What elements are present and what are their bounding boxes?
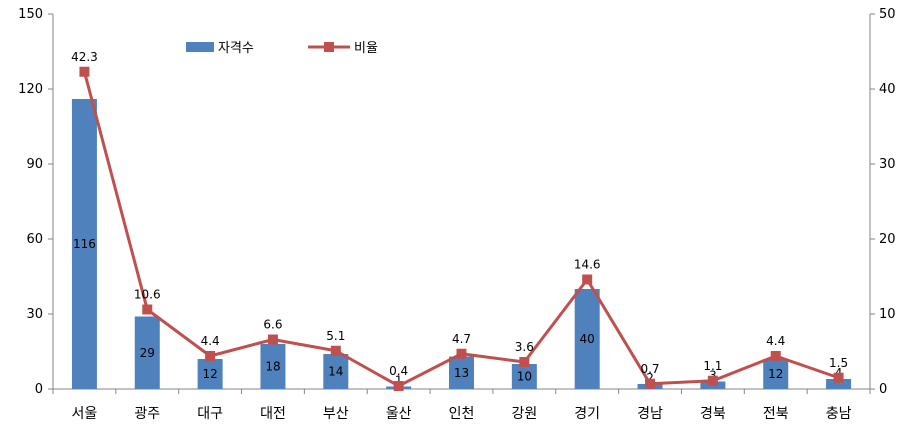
line-marker xyxy=(142,304,153,315)
line-marker xyxy=(645,378,656,389)
right-tick-label: 30 xyxy=(879,157,896,172)
left-tick-label: 120 xyxy=(18,82,43,97)
bar-value-label: 40 xyxy=(580,332,595,346)
line-value-label: 5.1 xyxy=(326,329,345,343)
line-value-label: 42.3 xyxy=(71,50,98,64)
line-marker xyxy=(833,372,844,383)
x-tick-label: 경남 xyxy=(637,406,663,422)
bar-value-label: 1 xyxy=(395,374,403,388)
x-tick-label: 경북 xyxy=(700,406,726,422)
right-tick-label: 20 xyxy=(879,232,896,247)
x-tick-label: 강원 xyxy=(511,406,537,422)
line-value-label: 3.6 xyxy=(515,340,534,354)
bar-value-label: 12 xyxy=(202,367,217,381)
x-tick-label: 울산 xyxy=(386,406,412,422)
bar-value-label: 12 xyxy=(768,367,783,381)
x-tick-label: 부산 xyxy=(323,406,349,422)
line-value-label: 4.7 xyxy=(452,332,471,346)
bar xyxy=(71,99,97,389)
left-tick-label: 90 xyxy=(26,157,43,172)
bar-value-label: 29 xyxy=(140,346,155,360)
x-tick-label: 경기 xyxy=(574,406,600,422)
bar-value-label: 10 xyxy=(517,370,532,384)
line-value-label: 4.4 xyxy=(766,334,785,348)
bar xyxy=(763,359,789,389)
left-tick-label: 30 xyxy=(26,307,43,322)
line-value-label: 4.4 xyxy=(201,334,220,348)
line-value-label: 0.4 xyxy=(389,364,408,378)
x-tick-label: 광주 xyxy=(134,406,160,422)
legend-line-marker xyxy=(324,42,334,52)
legend: 자격수 비율 xyxy=(186,41,378,56)
x-tick-label: 대전 xyxy=(260,406,286,422)
line-marker xyxy=(519,357,530,367)
line-value-label: 10.6 xyxy=(134,288,161,302)
chart-axes: 0 30 60 90 120 150 0 10 20 30 40 50 서울 광주 대구 대전 부산 울산 인천 강원… xyxy=(18,7,895,422)
bar-value-label: 14 xyxy=(328,365,343,379)
bar-series xyxy=(71,99,852,389)
line-value-label: 6.6 xyxy=(263,318,282,332)
left-tick-label: 0 xyxy=(35,382,43,397)
right-tick-label: 50 xyxy=(879,7,896,22)
bar xyxy=(134,316,160,389)
x-tick-label: 대구 xyxy=(197,406,223,422)
bar xyxy=(323,354,349,389)
legend-bar-label: 자격수 xyxy=(218,41,254,56)
right-tick-label: 10 xyxy=(879,307,896,322)
line-value-label: 1.5 xyxy=(829,356,848,370)
line-series xyxy=(79,66,844,391)
line-marker xyxy=(393,381,404,391)
bar xyxy=(826,379,852,389)
right-tick-label: 40 xyxy=(879,82,896,97)
bar xyxy=(574,289,600,389)
line-value-label: 1.1 xyxy=(703,359,722,373)
bar-value-label: 2 xyxy=(646,371,654,385)
bar-value-label: 18 xyxy=(265,360,280,374)
bar-value-label: 116 xyxy=(73,237,96,251)
line-marker xyxy=(267,334,278,345)
legend-bar-swatch xyxy=(186,42,214,52)
line-marker xyxy=(330,345,341,356)
bar-value-label: 13 xyxy=(454,366,469,380)
legend-line-label: 비율 xyxy=(354,41,378,56)
bar xyxy=(260,344,286,389)
x-tick-label: 충남 xyxy=(826,406,852,422)
x-tick-label: 서울 xyxy=(72,406,98,422)
right-tick-label: 0 xyxy=(879,382,887,397)
left-tick-label: 150 xyxy=(18,7,43,22)
line-marker xyxy=(770,351,781,361)
line-marker xyxy=(79,66,90,77)
left-tick-label: 60 xyxy=(26,232,43,247)
line-value-label: 0.7 xyxy=(640,362,659,376)
bar xyxy=(511,364,537,389)
x-tick-label: 전북 xyxy=(763,406,789,422)
line-marker xyxy=(582,274,593,285)
line-value-labels: 42.3 10.6 4.4 6.6 5.1 0.4 4.7 3.6 14.6 0.7 1.1 4.4 1… xyxy=(71,50,848,378)
bar-value-label: 3 xyxy=(709,369,717,383)
x-tick-label: 인천 xyxy=(449,406,475,422)
line-marker xyxy=(707,375,718,386)
bar xyxy=(197,359,223,389)
bar xyxy=(449,356,474,389)
line-value-label: 14.6 xyxy=(574,258,601,272)
line-marker xyxy=(456,348,467,359)
line-marker xyxy=(205,351,216,361)
